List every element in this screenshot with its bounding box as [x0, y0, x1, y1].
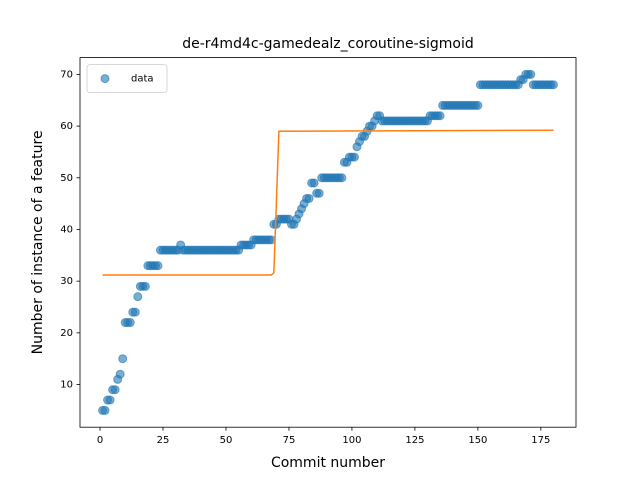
data-point [473, 100, 483, 110]
y-axis-label: Number of instance of a feature [30, 130, 46, 354]
data-point [110, 385, 120, 395]
axes-frame [79, 57, 577, 428]
data-point [118, 354, 128, 364]
data-point [548, 80, 558, 90]
x-axis-label: Commit number [271, 455, 385, 471]
y-tick-label: 50 [60, 173, 73, 184]
y-tick-label: 60 [60, 121, 73, 132]
x-tick-label: 175 [531, 435, 550, 446]
y-tick-label: 20 [60, 328, 73, 339]
x-tick-label: 150 [468, 435, 487, 446]
data-point [435, 111, 445, 121]
y-tick-label: 70 [60, 69, 73, 80]
data-point [100, 405, 110, 415]
data-point [349, 152, 359, 162]
x-tick-label: 125 [405, 435, 424, 446]
plot-area [98, 69, 558, 415]
data-point [153, 261, 163, 271]
data-point [130, 307, 140, 317]
legend-swatch [100, 74, 110, 84]
legend-label: data [131, 74, 154, 85]
data-point [105, 395, 115, 405]
x-tick-label: 100 [342, 435, 361, 446]
x-tick-label: 75 [283, 435, 296, 446]
chart-title: de-r4md4c-gamedealz_coroutine-sigmoid [182, 36, 474, 52]
y-tick-label: 10 [60, 380, 73, 391]
data-point [266, 235, 276, 245]
legend-box [86, 64, 168, 93]
data-point [337, 173, 347, 183]
x-tick-label: 50 [220, 435, 233, 446]
data-point [133, 292, 143, 302]
data-point [526, 69, 536, 79]
data-point [140, 281, 150, 291]
y-tick-label: 30 [60, 276, 73, 287]
x-tick-label: 0 [97, 435, 103, 446]
data-point [115, 369, 125, 379]
data-point [309, 178, 319, 188]
data-point [304, 193, 314, 203]
x-tick-label: 25 [157, 435, 170, 446]
data-point [125, 318, 135, 328]
y-tick-label: 40 [60, 224, 73, 235]
fit-line [102, 129, 554, 276]
legend: data [86, 64, 168, 93]
data-point [314, 188, 324, 198]
